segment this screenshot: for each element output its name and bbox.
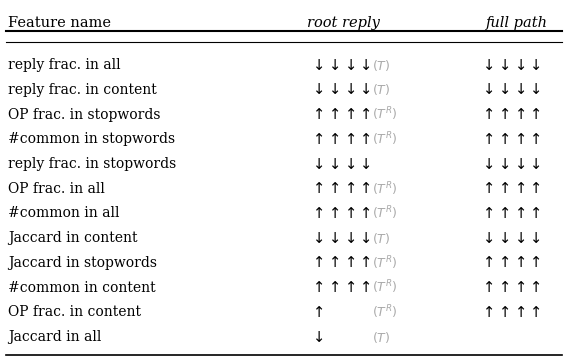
Text: $\downarrow\!\downarrow\!\downarrow\!\downarrow$: $\downarrow\!\downarrow\!\downarrow\!\do… bbox=[310, 82, 370, 97]
Text: $\downarrow\!\downarrow\!\downarrow\!\downarrow$: $\downarrow\!\downarrow\!\downarrow\!\do… bbox=[480, 157, 541, 171]
Text: Jaccard in content: Jaccard in content bbox=[8, 231, 137, 245]
Text: OP frac. in all: OP frac. in all bbox=[8, 182, 105, 196]
Text: $\downarrow$: $\downarrow$ bbox=[310, 329, 324, 345]
Text: Jaccard in all: Jaccard in all bbox=[8, 330, 101, 344]
Text: $\downarrow\!\downarrow\!\downarrow\!\downarrow$: $\downarrow\!\downarrow\!\downarrow\!\do… bbox=[310, 157, 370, 171]
Text: $\uparrow\!\uparrow\!\uparrow\!\uparrow$: $\uparrow\!\uparrow\!\uparrow\!\uparrow$ bbox=[310, 256, 370, 270]
Text: $(T)$: $(T)$ bbox=[372, 329, 390, 345]
Text: $\uparrow\!\uparrow\!\uparrow\!\uparrow$: $\uparrow\!\uparrow\!\uparrow\!\uparrow$ bbox=[480, 256, 541, 270]
Text: $(T^R)$: $(T^R)$ bbox=[372, 131, 398, 148]
Text: $\uparrow\!\uparrow\!\uparrow\!\uparrow$: $\uparrow\!\uparrow\!\uparrow\!\uparrow$ bbox=[480, 107, 541, 122]
Text: $\downarrow\!\downarrow\!\downarrow\!\downarrow$: $\downarrow\!\downarrow\!\downarrow\!\do… bbox=[480, 58, 541, 73]
Text: $(T^R)$: $(T^R)$ bbox=[372, 304, 398, 321]
Text: $(T^R)$: $(T^R)$ bbox=[372, 106, 398, 123]
Text: $(T)$: $(T)$ bbox=[372, 58, 390, 73]
Text: $(T^R)$: $(T^R)$ bbox=[372, 279, 398, 296]
Text: $\uparrow\!\uparrow\!\uparrow\!\uparrow$: $\uparrow\!\uparrow\!\uparrow\!\uparrow$ bbox=[310, 280, 370, 295]
Text: reply frac. in content: reply frac. in content bbox=[8, 83, 157, 97]
Text: $\uparrow\!\uparrow\!\uparrow\!\uparrow$: $\uparrow\!\uparrow\!\uparrow\!\uparrow$ bbox=[310, 132, 370, 147]
Text: $\uparrow\!\uparrow\!\uparrow\!\uparrow$: $\uparrow\!\uparrow\!\uparrow\!\uparrow$ bbox=[480, 206, 541, 221]
Text: $(T^R)$: $(T^R)$ bbox=[372, 254, 398, 272]
Text: $\uparrow$: $\uparrow$ bbox=[310, 305, 324, 320]
Text: $\downarrow\!\downarrow\!\downarrow\!\downarrow$: $\downarrow\!\downarrow\!\downarrow\!\do… bbox=[480, 231, 541, 246]
Text: $(T)$: $(T)$ bbox=[372, 231, 390, 246]
Text: reply frac. in all: reply frac. in all bbox=[8, 58, 120, 72]
Text: OP frac. in stopwords: OP frac. in stopwords bbox=[8, 108, 160, 122]
Text: $\uparrow\!\uparrow\!\uparrow\!\uparrow$: $\uparrow\!\uparrow\!\uparrow\!\uparrow$ bbox=[310, 206, 370, 221]
Text: root reply: root reply bbox=[307, 16, 380, 30]
Text: $\uparrow\!\uparrow\!\uparrow\!\uparrow$: $\uparrow\!\uparrow\!\uparrow\!\uparrow$ bbox=[310, 107, 370, 122]
Text: reply frac. in stopwords: reply frac. in stopwords bbox=[8, 157, 176, 171]
Text: Jaccard in stopwords: Jaccard in stopwords bbox=[8, 256, 157, 270]
Text: full path: full path bbox=[486, 16, 548, 30]
Text: $(T)$: $(T)$ bbox=[372, 82, 390, 97]
Text: $\uparrow\!\uparrow\!\uparrow\!\uparrow$: $\uparrow\!\uparrow\!\uparrow\!\uparrow$ bbox=[480, 305, 541, 320]
Text: $\downarrow\!\downarrow\!\downarrow\!\downarrow$: $\downarrow\!\downarrow\!\downarrow\!\do… bbox=[480, 82, 541, 97]
Text: $(T^R)$: $(T^R)$ bbox=[372, 180, 398, 198]
Text: OP frac. in content: OP frac. in content bbox=[8, 305, 141, 319]
Text: $\uparrow\!\uparrow\!\uparrow\!\uparrow$: $\uparrow\!\uparrow\!\uparrow\!\uparrow$ bbox=[480, 181, 541, 196]
Text: #common in content: #common in content bbox=[8, 281, 156, 294]
Text: $\downarrow\!\downarrow\!\downarrow\!\downarrow$: $\downarrow\!\downarrow\!\downarrow\!\do… bbox=[310, 58, 370, 73]
Text: #common in all: #common in all bbox=[8, 206, 119, 221]
Text: $(T^R)$: $(T^R)$ bbox=[372, 205, 398, 222]
Text: $\uparrow\!\uparrow\!\uparrow\!\uparrow$: $\uparrow\!\uparrow\!\uparrow\!\uparrow$ bbox=[480, 132, 541, 147]
Text: $\downarrow\!\downarrow\!\downarrow\!\downarrow$: $\downarrow\!\downarrow\!\downarrow\!\do… bbox=[310, 231, 370, 246]
Text: #common in stopwords: #common in stopwords bbox=[8, 132, 175, 146]
Text: $\uparrow\!\uparrow\!\uparrow\!\uparrow$: $\uparrow\!\uparrow\!\uparrow\!\uparrow$ bbox=[480, 280, 541, 295]
Text: Feature name: Feature name bbox=[8, 16, 111, 30]
Text: $\uparrow\!\uparrow\!\uparrow\!\uparrow$: $\uparrow\!\uparrow\!\uparrow\!\uparrow$ bbox=[310, 181, 370, 196]
